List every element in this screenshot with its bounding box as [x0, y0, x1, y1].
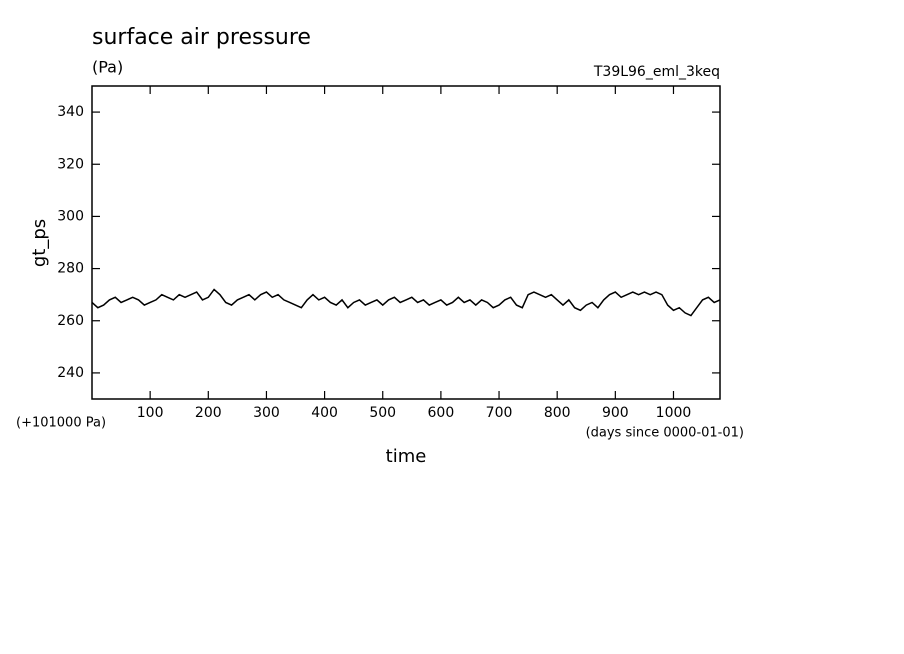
y-offset-label: (+101000 Pa) — [16, 416, 106, 431]
x-units-label: (days since 0000-01-01) — [586, 426, 744, 441]
y-tick-label: 260 — [57, 313, 84, 329]
data-line — [91, 288, 721, 317]
x-tick-label: 600 — [428, 405, 455, 421]
x-tick-label: 900 — [602, 405, 629, 421]
chart-title: surface air pressure — [92, 25, 311, 50]
y-tick-label: 320 — [57, 156, 84, 172]
y-tick-label: 300 — [57, 208, 84, 224]
x-tick-label: 500 — [369, 405, 396, 421]
plot-frame — [91, 85, 721, 400]
x-tick-label: 100 — [137, 405, 164, 421]
x-tick-label: 300 — [253, 405, 280, 421]
y-axis-label: gt_ps — [29, 219, 50, 267]
y-tick-label: 280 — [57, 261, 84, 277]
x-axis-label: time — [386, 446, 427, 467]
run-label: T39L96_eml_3keq — [593, 64, 720, 80]
y-tick-label: 240 — [57, 365, 84, 381]
y-tick-label: 340 — [57, 104, 84, 120]
x-tick-label: 400 — [311, 405, 338, 421]
x-tick-label: 800 — [544, 405, 571, 421]
x-tick-label: 700 — [486, 405, 513, 421]
x-tick-label: 1000 — [656, 405, 692, 421]
x-tick-label: 200 — [195, 405, 222, 421]
units: (Pa) — [92, 58, 123, 77]
